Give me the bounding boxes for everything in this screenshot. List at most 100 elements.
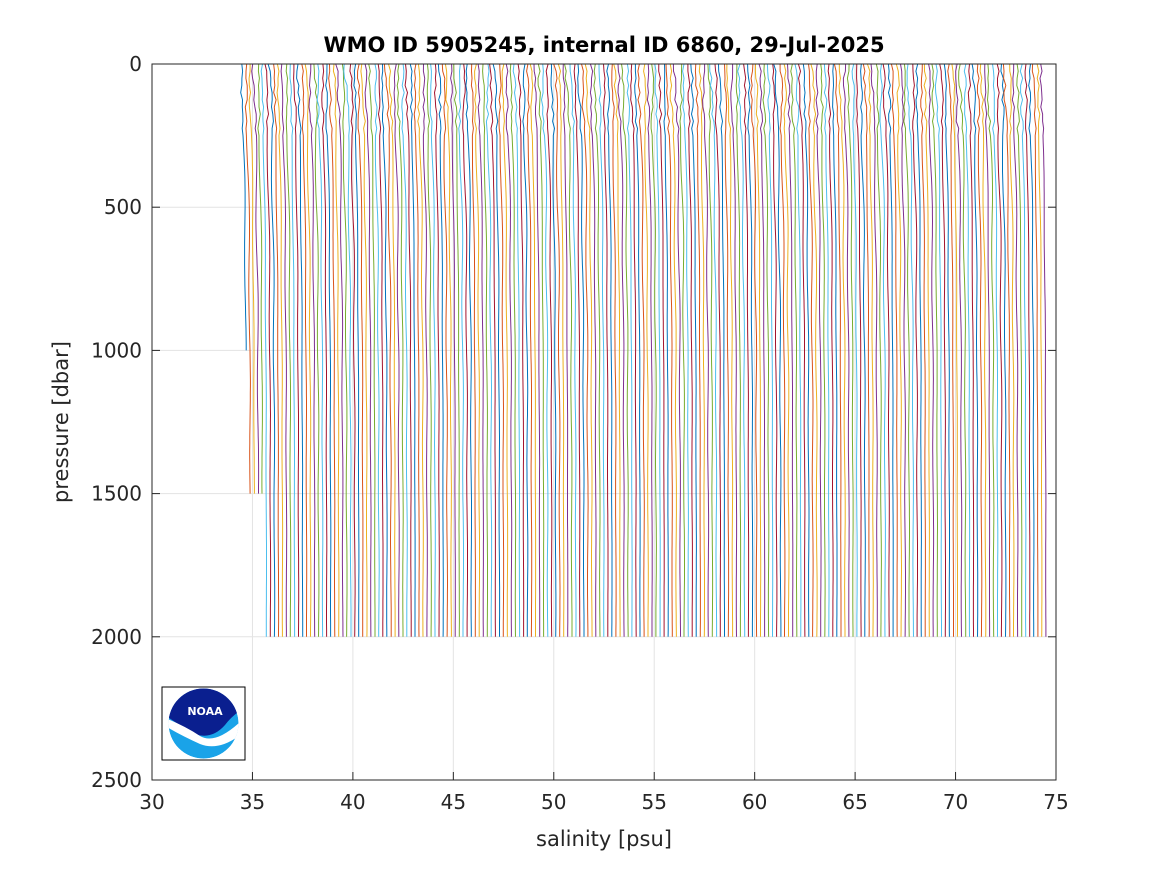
- x-tick-label: 60: [742, 790, 767, 814]
- profile-line: [404, 63, 412, 637]
- profile-line: [285, 63, 292, 637]
- x-tick-label: 70: [943, 790, 968, 814]
- profile-line: [658, 63, 665, 637]
- profile-line: [943, 63, 950, 637]
- profile-line: [517, 63, 525, 637]
- profile-line: [1002, 63, 1011, 637]
- profile-line: [963, 63, 971, 637]
- profile-line: [709, 63, 718, 637]
- profile-line: [772, 63, 778, 637]
- profile-line: [1028, 63, 1035, 637]
- profile-line: [470, 63, 476, 637]
- profile-line: [906, 63, 914, 637]
- profile-line: [690, 63, 697, 637]
- profile-line: [903, 63, 910, 637]
- profile-line: [939, 63, 946, 637]
- profile-line: [321, 63, 328, 637]
- profile-line: [505, 63, 513, 637]
- profile-line: [393, 63, 400, 637]
- profile-line: [669, 63, 677, 637]
- profile-line: [429, 63, 436, 637]
- profile-line: [823, 63, 830, 637]
- profile-line: [545, 63, 553, 637]
- profile-line: [401, 63, 408, 637]
- profile-line: [1019, 63, 1027, 637]
- profile-line: [293, 64, 300, 637]
- profile-line: [986, 63, 995, 637]
- profile-line: [422, 63, 428, 637]
- profile-line: [934, 63, 942, 637]
- profile-line: [754, 63, 762, 637]
- profile-line: [260, 63, 267, 637]
- profile-line: [650, 63, 657, 637]
- profile-line: [498, 63, 505, 637]
- profile-line: [992, 63, 999, 637]
- profile-line: [267, 63, 276, 637]
- profile-line: [672, 63, 681, 637]
- profile-line: [707, 63, 714, 637]
- x-tick-label: 40: [340, 790, 365, 814]
- profile-line: [537, 63, 545, 637]
- profile-line: [838, 63, 846, 637]
- profile-line: [654, 63, 661, 637]
- profile-line: [368, 63, 376, 637]
- profile-line: [589, 63, 597, 637]
- profile-line: [637, 63, 645, 637]
- y-tick-labels: 0 500 1000 1500 2000 2500: [91, 52, 142, 792]
- profile-line: [947, 63, 954, 637]
- profile-line: [750, 63, 758, 637]
- profile-line: [698, 63, 705, 637]
- profile-line: [304, 63, 312, 637]
- profile-line: [790, 63, 798, 637]
- profile-line: [611, 63, 617, 637]
- profile-line: [714, 63, 721, 637]
- profile-line: [356, 63, 364, 637]
- profile-line: [923, 63, 930, 637]
- noaa-logo: NOAA: [161, 686, 246, 761]
- profile-line: [979, 63, 987, 637]
- profile-line: [724, 63, 730, 637]
- profile-line: [426, 63, 432, 637]
- profile-line: [665, 63, 673, 637]
- profile-line: [374, 63, 380, 637]
- profile-line: [694, 63, 701, 637]
- y-axis-label: pressure [dbar]: [49, 341, 73, 503]
- profile-line: [509, 63, 517, 637]
- noaa-logo-text: NOAA: [187, 705, 223, 718]
- profile-line: [920, 63, 926, 637]
- profile-line: [396, 63, 404, 637]
- profile-line: [971, 63, 979, 637]
- profile-line: [958, 63, 967, 637]
- profile-line: [485, 63, 493, 637]
- profile-line: [815, 63, 822, 637]
- profile-line: [388, 63, 396, 637]
- profile-line: [890, 63, 898, 637]
- profile-line: [887, 63, 894, 637]
- profile-line: [931, 63, 938, 637]
- profile-line: [747, 63, 754, 637]
- x-tick-label: 35: [240, 790, 265, 814]
- profile-line: [643, 63, 649, 637]
- profile-line: [409, 63, 416, 637]
- profile-line: [779, 64, 786, 637]
- profile-line: [349, 63, 356, 637]
- profile-line: [900, 63, 906, 637]
- profile-line: [996, 63, 1003, 637]
- profile-line: [802, 63, 810, 637]
- profile-line: [383, 63, 392, 637]
- profile-lines: [240, 63, 1047, 637]
- profile-line: [598, 63, 605, 637]
- profile-line: [301, 63, 308, 637]
- profile-line: [550, 63, 557, 637]
- profile-line: [634, 64, 641, 637]
- profile-line: [617, 63, 625, 637]
- y-tick-label: 500: [104, 195, 142, 219]
- y-tick-label: 0: [129, 52, 142, 76]
- tick-marks: [151, 63, 1057, 781]
- profile-line: [332, 63, 340, 637]
- profile-line: [482, 63, 488, 637]
- x-tick-label: 55: [641, 790, 666, 814]
- profile-line: [244, 63, 251, 494]
- profile-line: [879, 63, 886, 637]
